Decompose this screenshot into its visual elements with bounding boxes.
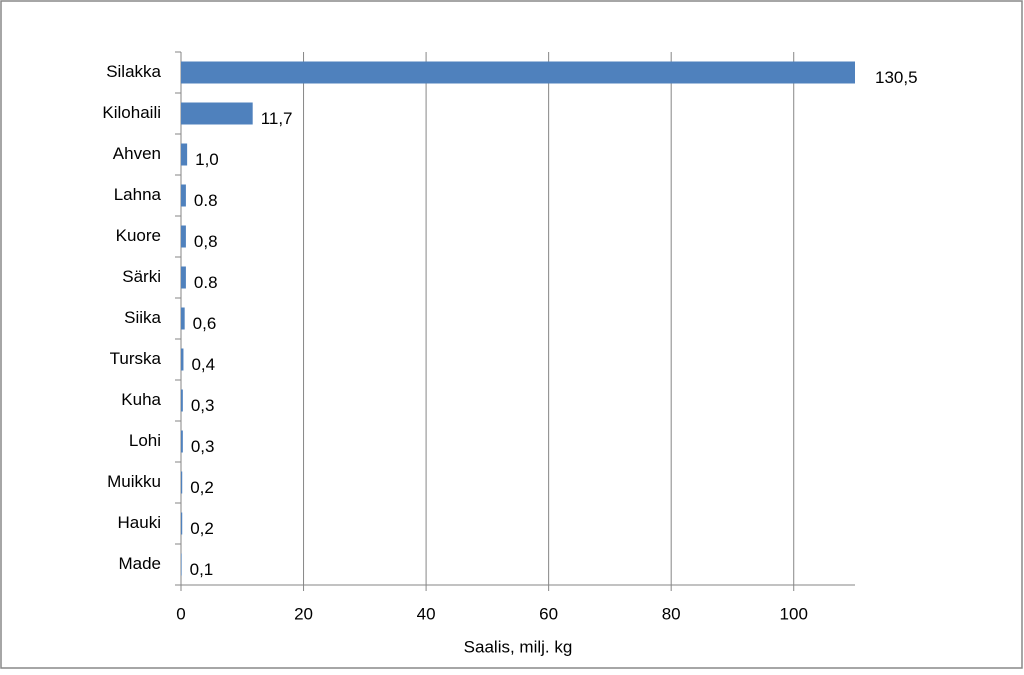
bar xyxy=(181,553,182,576)
x-tick-label: 80 xyxy=(662,604,681,623)
value-label: 0,2 xyxy=(190,519,214,538)
bars xyxy=(181,61,855,576)
y-tick-label: Silakka xyxy=(106,62,161,81)
bar xyxy=(181,471,183,494)
value-label: 0,3 xyxy=(191,437,215,456)
value-label: 1,0 xyxy=(195,150,219,169)
y-tick-label: Kilohaili xyxy=(102,103,161,122)
value-label: 0,3 xyxy=(191,396,215,415)
y-tick-label: Kuore xyxy=(116,226,161,245)
value-label: 0,6 xyxy=(193,314,217,333)
y-tick-label: Siika xyxy=(124,308,161,327)
y-tick-label: Lohi xyxy=(129,431,161,450)
value-label: 0,8 xyxy=(194,232,218,251)
bar xyxy=(181,512,183,535)
bar xyxy=(181,266,186,289)
bar xyxy=(181,348,184,371)
value-label: 0.8 xyxy=(194,273,218,292)
value-label: 130,5 xyxy=(875,68,918,87)
value-label: 11,7 xyxy=(261,109,293,128)
x-tick-label: 100 xyxy=(780,604,808,623)
bar xyxy=(181,430,183,453)
y-tick-label: Kuha xyxy=(121,390,161,409)
y-tick-label: Muikku xyxy=(107,472,161,491)
bar xyxy=(181,143,188,166)
y-tick-label: Hauki xyxy=(118,513,161,532)
x-tick-label: 0 xyxy=(176,604,185,623)
bar xyxy=(181,307,185,330)
x-tick-label: 60 xyxy=(539,604,558,623)
y-tick-label: Lahna xyxy=(114,185,162,204)
x-axis-label: Saalis, milj. kg xyxy=(464,637,573,656)
bar xyxy=(181,225,186,248)
value-label: 0.8 xyxy=(194,191,218,210)
value-label: 0,4 xyxy=(191,355,215,374)
y-tick-label: Made xyxy=(118,554,161,573)
value-label: 0,1 xyxy=(190,560,214,579)
bar xyxy=(181,184,186,207)
y-tick-label: Särki xyxy=(122,267,161,286)
bar xyxy=(181,61,855,84)
x-tick-label: 40 xyxy=(417,604,436,623)
y-tick-label: Ahven xyxy=(113,144,161,163)
x-tick-label: 20 xyxy=(294,604,313,623)
bar xyxy=(181,389,183,412)
y-tick-label: Turska xyxy=(110,349,162,368)
bar xyxy=(181,102,253,125)
value-label: 0,2 xyxy=(190,478,214,497)
